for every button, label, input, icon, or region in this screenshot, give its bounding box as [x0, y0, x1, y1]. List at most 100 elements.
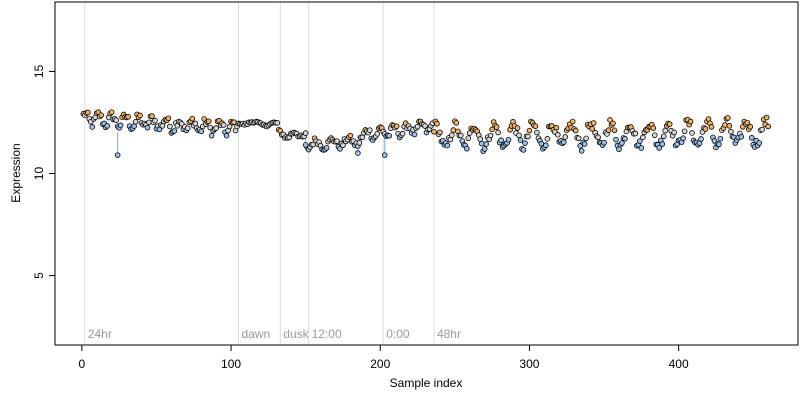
data-point-237	[434, 120, 440, 127]
data-point-462	[355, 150, 361, 156]
data-point-248	[450, 127, 457, 133]
data-point-459	[765, 123, 771, 130]
data-point-359	[616, 146, 622, 153]
data-point-285	[505, 136, 512, 143]
data-point-453	[756, 140, 763, 146]
data-point-25	[117, 122, 124, 129]
data-point-295	[520, 147, 527, 153]
data-point-357	[613, 136, 619, 143]
data-point-323	[562, 134, 569, 140]
data-point-311	[544, 136, 551, 142]
data-point-349	[601, 139, 607, 146]
data-point-304	[534, 129, 540, 136]
data-point-3	[85, 109, 91, 116]
marker-label-1: dawn	[242, 327, 271, 341]
marker-label-4: 0:00	[386, 327, 410, 341]
data-point-414	[698, 136, 704, 142]
data-point-214	[399, 130, 406, 137]
data-point-6	[89, 124, 96, 130]
data-point-247	[449, 132, 455, 138]
data-point-46	[149, 113, 155, 119]
data-point-328	[569, 118, 576, 125]
marker-label-2: dusk	[283, 327, 309, 341]
data-point-274	[489, 126, 495, 133]
data-point-293	[517, 137, 524, 143]
data-point-461	[302, 142, 309, 148]
data-point-342	[590, 120, 597, 126]
data-point-266	[477, 136, 484, 142]
data-point-16	[104, 123, 111, 129]
vertical-markers: 24hr dawn dusk 12:00 0:00 48hr	[84, 2, 461, 345]
data-point-370	[632, 130, 639, 137]
data-point-373	[637, 138, 643, 144]
data-point-332	[575, 135, 582, 142]
data-point-441	[738, 134, 745, 140]
data-point-57	[165, 115, 172, 122]
data-point-460	[114, 152, 121, 158]
data-point-341	[589, 126, 595, 132]
data-point-353	[607, 117, 613, 123]
x-axis-label: Sample index	[390, 376, 463, 390]
data-point-267	[478, 140, 485, 147]
data-point-345	[595, 134, 601, 141]
data-point-322	[560, 139, 567, 145]
data-point-426	[716, 141, 722, 148]
y-tick-label-2: 15	[32, 64, 46, 78]
data-point-149	[302, 130, 309, 136]
data-point-22	[113, 117, 119, 124]
data-point-374	[638, 145, 645, 151]
data-point-269	[481, 146, 488, 152]
data-point-352	[605, 127, 612, 134]
data-point-386	[656, 145, 663, 151]
data-point-375	[640, 134, 646, 141]
data-point-98	[226, 123, 233, 130]
data-point-185	[356, 140, 363, 146]
data-point-417	[702, 126, 709, 132]
data-point-463	[381, 152, 388, 158]
x-tick-label-1: 100	[221, 357, 241, 371]
data-point-383	[651, 132, 658, 138]
data-point-244	[444, 142, 451, 149]
data-point-38	[137, 112, 143, 119]
data-point-280	[498, 137, 504, 144]
data-point-170	[334, 138, 340, 144]
data-point-277	[493, 124, 500, 130]
data-point-101	[231, 119, 237, 126]
data-point-433	[726, 123, 733, 129]
data-point-270	[483, 141, 489, 147]
data-point-58	[167, 123, 173, 130]
data-point-12	[98, 112, 105, 118]
data-point-86	[208, 132, 215, 139]
data-point-253	[458, 132, 464, 139]
data-point-257	[463, 145, 470, 152]
data-point-61	[171, 128, 178, 134]
data-point-430	[722, 122, 728, 128]
x-tick-label-3: 300	[519, 357, 539, 371]
data-point-421	[708, 124, 715, 130]
data-point-48	[152, 117, 158, 124]
data-point-278	[495, 129, 501, 136]
data-point-35	[132, 119, 139, 125]
data-point-94	[220, 122, 227, 128]
data-point-393	[666, 121, 673, 127]
data-point-390	[662, 127, 669, 134]
data-point-79	[198, 128, 205, 135]
y-axis: 5 10 15	[32, 64, 56, 279]
data-point-356	[611, 127, 618, 134]
data-point-432	[725, 115, 731, 121]
data-point-389	[660, 133, 667, 140]
data-point-336	[581, 141, 588, 147]
data-point-222	[411, 131, 418, 138]
x-tick-label-4: 400	[669, 357, 689, 371]
data-point-455	[759, 126, 765, 133]
data-point-43	[144, 124, 151, 131]
data-point-70	[184, 125, 191, 132]
data-point-229	[422, 123, 428, 129]
data-point-363	[622, 135, 628, 142]
data-point-291	[514, 125, 521, 131]
data-point-361	[619, 140, 625, 146]
data-point-298	[525, 133, 531, 140]
data-point-258	[465, 135, 472, 141]
data-point-89	[213, 125, 219, 131]
data-point-310	[543, 142, 549, 149]
